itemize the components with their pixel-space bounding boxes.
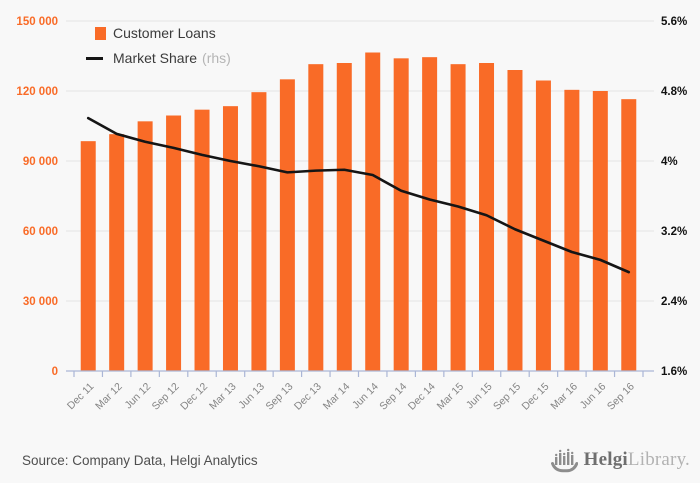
bar-jun-13 [251,92,267,372]
left-axis-labels: 150 000 120 000 90 000 60 000 30 000 0 [16,16,58,378]
bar-jun-16 [592,91,608,371]
x-axis-tick-label: Mar 14 [321,381,353,413]
x-axis-tick-label: Sep 16 [605,381,637,413]
bar-jun-14 [365,52,381,371]
bar-sep-16 [621,99,637,372]
legend-item-customer-loans: Customer Loans [86,23,231,43]
left-axis-tick-label: 60 000 [23,226,58,238]
x-axis-tick-label: Sep 13 [263,381,295,413]
left-axis-tick-label: 30 000 [23,296,58,308]
x-axis-tick-label: Jun 15 [464,381,495,412]
bar-sep-12 [166,115,182,371]
left-axis-tick-label: 120 000 [16,86,58,98]
market-share-line-swatch-icon [86,56,103,60]
right-axis-tick-label: 5.6% [661,16,687,28]
source-text: Source: Company Data, Helgi Analytics [22,452,258,468]
right-axis-tick-label: 2.4% [661,296,687,308]
x-axis-tick-label: Sep 15 [491,381,523,413]
x-axis-tick-label: Mar 16 [548,381,580,413]
bar-sep-14 [393,58,409,371]
bar-dec-14 [422,57,438,372]
helgi-ship-icon [550,448,578,472]
legend-market-share-label: Market Share [113,50,198,66]
right-axis-tick-label: 3.2% [661,226,687,238]
footer: Source: Company Data, Helgi Analytics [0,437,700,483]
bar-mar-12 [109,134,125,371]
left-axis-tick-label: 150 000 [16,16,58,28]
bar-dec-12 [194,109,210,372]
legend: Customer Loans Market Share (rhs) [86,23,231,68]
bar-mar-16 [564,89,580,371]
x-axis-tick-label: Mar 12 [93,381,125,413]
bar-mar-15 [450,64,466,372]
bar-jun-12 [137,121,153,371]
x-axis-tick-label: Dec 13 [292,381,324,413]
bar-sep-15 [507,70,523,371]
legend-rhs-label: (rhs) [202,50,231,66]
right-axis-labels: 5.6% 4.8% 4% 3.2% 2.4% 1.6% [661,16,687,378]
x-axis-tick-label: Mar 15 [435,381,467,413]
x-axis-tick-label: Dec 11 [65,381,97,413]
x-axis-tick-label: Jun 13 [236,381,267,412]
left-axis-tick-label: 0 [52,366,58,378]
bar-dec-13 [308,64,324,372]
bars-group [80,52,637,372]
x-axis-tick-label: Jun 16 [578,381,609,412]
left-axis-tick-label: 90 000 [23,156,58,168]
market-share-line [86,116,631,274]
customer-loans-market-share-chart: 150 000 120 000 90 000 60 000 30 000 0 5.6% 4.8… [16,16,687,413]
x-axis-tick-label: Dec 14 [406,381,438,413]
grid-lines [66,20,654,302]
x-axis-tick-label: Jun 14 [350,381,381,412]
right-axis-tick-label: 4% [661,156,678,168]
bar-sep-13 [279,79,295,371]
bar-jun-15 [479,63,495,371]
legend-customer-loans-label: Customer Loans [113,25,216,41]
bar-mar-14 [336,63,352,371]
brand-helgi: Helgi [583,449,628,470]
legend-item-market-share: Market Share (rhs) [86,48,231,68]
right-axis-tick-label: 1.6% [661,366,687,378]
brand-wordmark: HelgiLibrary. [584,449,690,471]
x-axis-tick-label: Sep 12 [150,381,182,413]
tick-marks [73,371,644,377]
customer-loans-swatch-icon [95,26,106,40]
bar-mar-13 [222,106,238,372]
x-axis-tick-label: Jun 12 [122,381,153,412]
right-axis-tick-label: 4.8% [661,86,687,98]
bar-dec-11 [80,141,96,371]
helgi-library-logo: HelgiLibrary. [550,448,690,473]
x-axis-tick-label: Dec 15 [520,381,552,413]
x-axis-tick-label: Sep 14 [377,381,409,413]
brand-library: Library. [627,449,690,470]
bar-dec-15 [535,80,551,371]
x-axis-tick-label: Mar 13 [207,381,239,413]
x-axis-tick-label: Dec 12 [178,381,210,413]
